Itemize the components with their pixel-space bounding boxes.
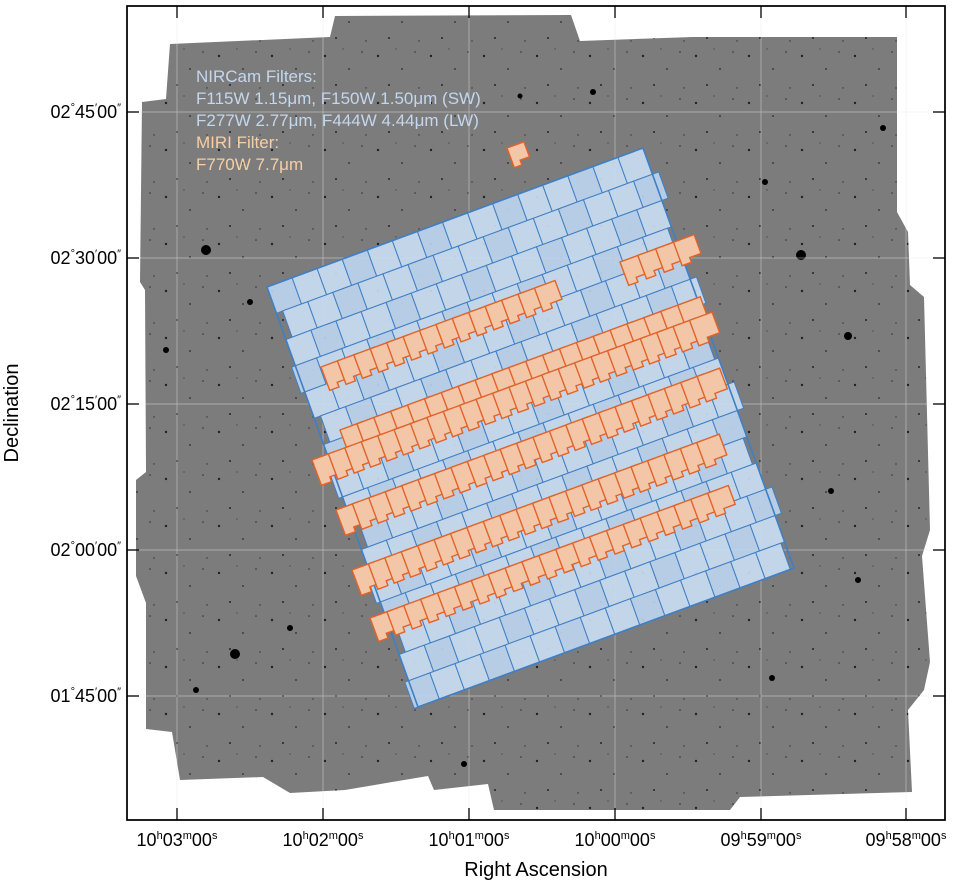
y-tick-label: 02°​00′​00″​ — [51, 540, 122, 560]
y-axis-title: Declination — [1, 364, 23, 463]
axis-ticks — [127, 6, 945, 820]
legend-nircam-lw: F277W 2.77μm, F444W 4.44μm (LW) — [196, 111, 479, 130]
nircam-tile — [632, 171, 669, 209]
miri-tile — [506, 140, 531, 169]
legend-nircam-title: NIRCam Filters: — [196, 67, 317, 86]
y-tick-label: 02°​15′​00″​ — [51, 394, 122, 414]
legend-miri-title: MIRI Filter: — [196, 133, 279, 152]
sky-image — [127, 6, 945, 820]
y-tick-labels: 02°​45′​00″​ 02°​30′​00″​ 02°​15′​00″​ 02°​… — [51, 102, 122, 706]
y-tick-label: 02°​30′​00″​ — [51, 248, 122, 268]
legend: NIRCam Filters: F115W 1.15μm, F150W 1.50… — [196, 67, 481, 174]
x-tick-label: 10h​01m​00s​ — [429, 830, 510, 850]
miri-tile — [688, 311, 721, 347]
miri-tile — [696, 367, 729, 403]
y-tick-label: 02°​45′​00″​ — [51, 102, 122, 122]
x-tick-label: 10h​00m​00s​ — [575, 830, 656, 850]
x-tick-label: 10h​03m​00s​ — [137, 830, 218, 850]
x-tick-labels: 10h​03m​00s​ 10h​02m​00s​ 10h​01m​00s​ 10h​… — [137, 830, 947, 850]
y-tick-label: 01°​45′​00″​ — [51, 686, 122, 706]
nircam-tile — [746, 486, 783, 524]
x-axis-title: Right Ascension — [464, 859, 607, 881]
legend-nircam-sw: F115W 1.15μm, F150W 1.50μm (SW) — [196, 89, 481, 108]
miri-tile — [695, 433, 728, 469]
x-tick-label: 09h​58m​00s​ — [866, 830, 947, 850]
legend-miri-line: F770W 7.7μm — [196, 155, 303, 174]
x-tick-label: 09h​59m​00s​ — [721, 830, 802, 850]
bright-stars — [163, 89, 886, 767]
miri-footprint — [311, 140, 737, 643]
miri-tile — [672, 233, 702, 267]
miri-tile — [706, 484, 737, 518]
miri-tile — [533, 279, 563, 313]
x-tick-label: 10h​02m​00s​ — [283, 830, 364, 850]
